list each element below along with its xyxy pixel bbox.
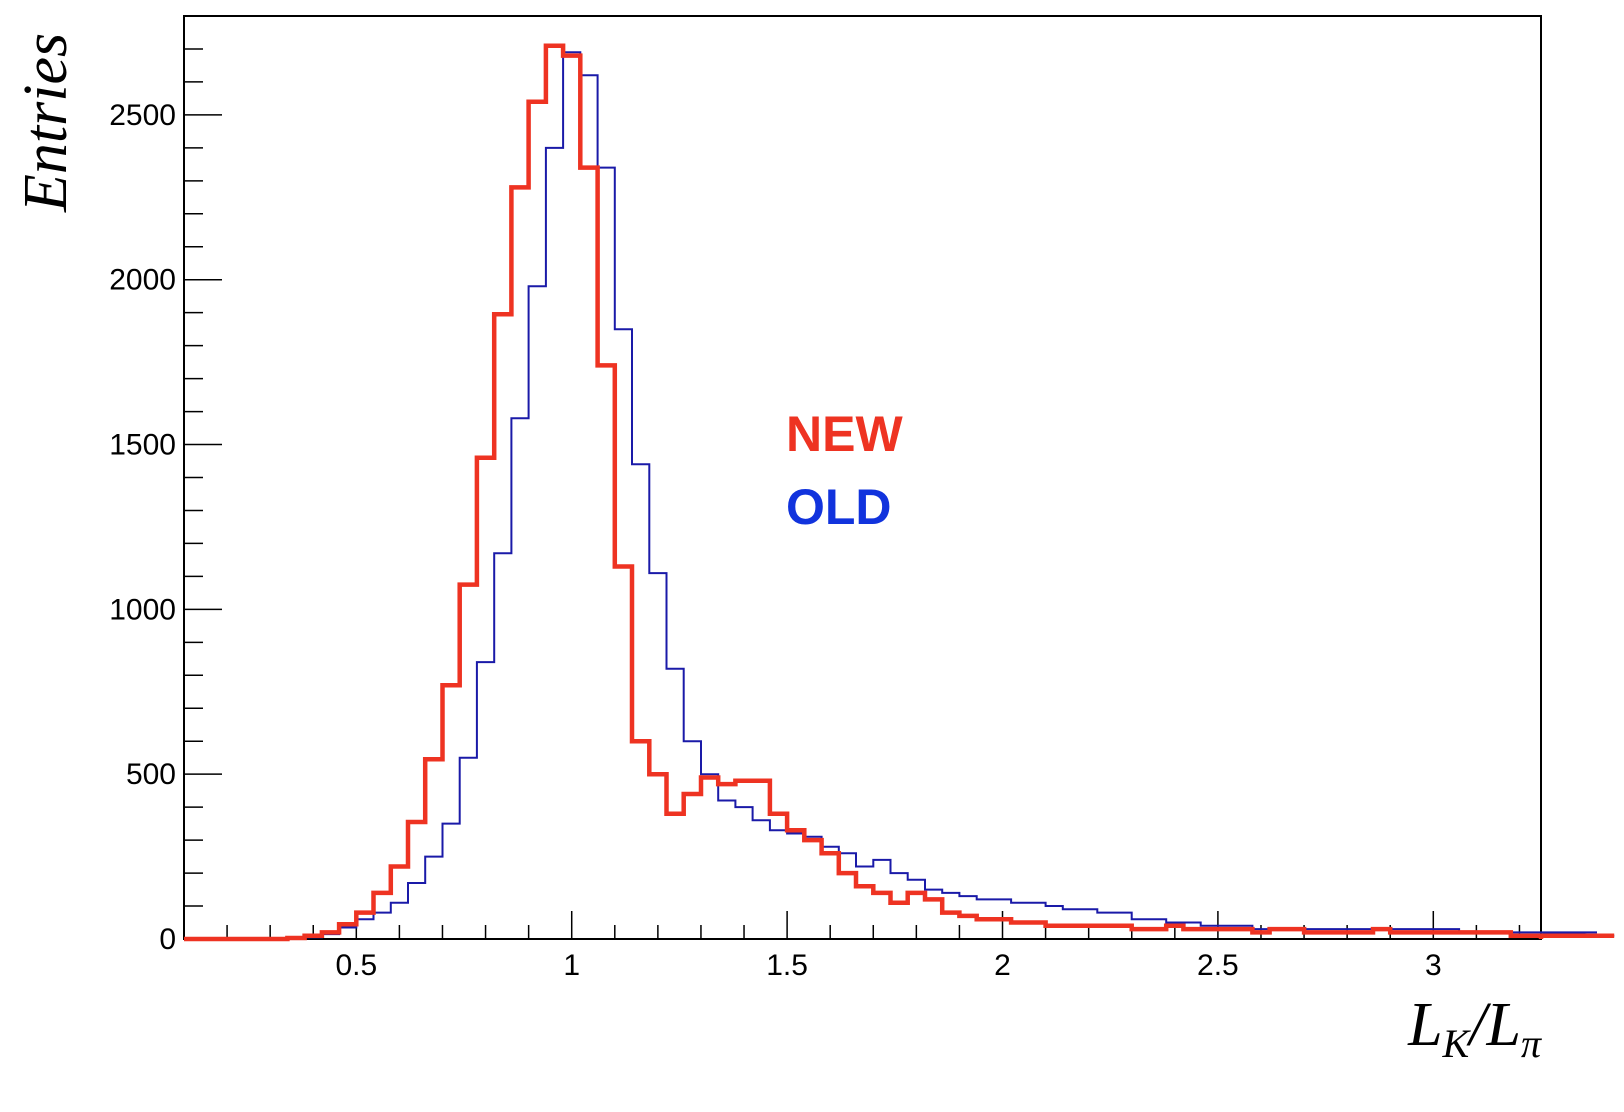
x-tick-label: 1	[563, 949, 580, 982]
series-old-line	[184, 51, 1615, 940]
x-tick-label: 3	[1425, 949, 1442, 982]
x-tick-label: 2.5	[1197, 949, 1239, 982]
y-tick-label: 2500	[109, 99, 176, 132]
x-tick-label: 2	[994, 949, 1011, 982]
y-tick-label: 500	[126, 758, 176, 791]
x-axis-title: LK/Lπ	[1407, 991, 1542, 1066]
y-tick-label: 1000	[109, 593, 176, 626]
legend-new: NEW	[786, 406, 903, 462]
series-new-line	[184, 43, 1615, 942]
y-axis-title: Entries	[12, 33, 80, 213]
y-tick-label: 2000	[109, 264, 176, 297]
x-tick-label: 0.5	[335, 949, 377, 982]
y-tick-label: 0	[159, 923, 176, 956]
x-tick-label: 1.5	[766, 949, 808, 982]
y-tick-label: 1500	[109, 429, 176, 462]
y-axis-ticks: 0 500 1000 1500 2000 2500	[109, 15, 222, 956]
plot-frame	[183, 15, 1542, 940]
series-layer	[184, 43, 1615, 942]
x-axis-ticks: 0.5 1 1.5 2 2.5 3	[226, 911, 1521, 982]
legend-old: OLD	[786, 479, 892, 535]
